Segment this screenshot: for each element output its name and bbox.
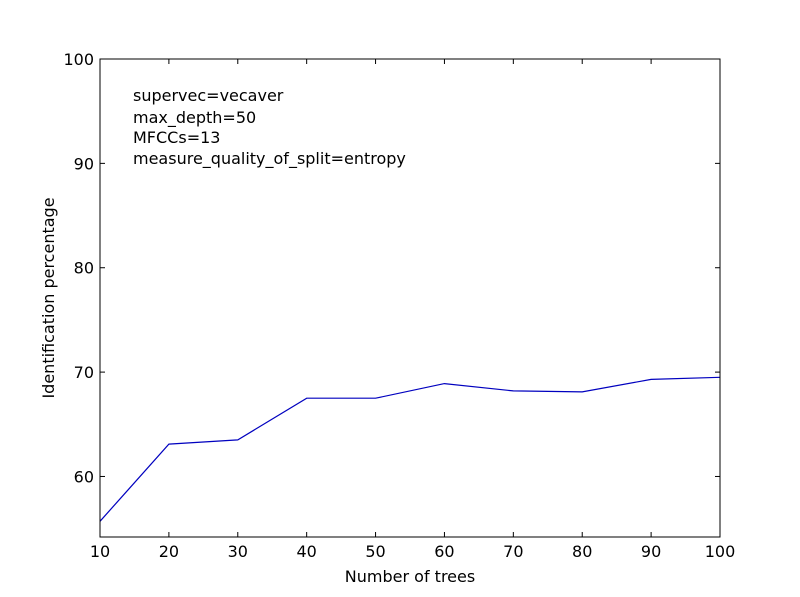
y-tick-labels: 60 70 80 90 100	[63, 50, 94, 486]
annotation-max-depth: max_depth=50	[133, 108, 256, 128]
x-tick-labels: 10 20 30 40 50 60 70 80 90 100	[90, 542, 735, 561]
series-line	[99, 376, 721, 522]
x-tick-label: 30	[228, 542, 248, 561]
x-tick-label: 80	[572, 542, 592, 561]
x-tick-label: 40	[296, 542, 316, 561]
annotation-block: supervec=vecaver max_depth=50 MFCCs=13 m…	[133, 86, 406, 169]
series-layer	[99, 376, 721, 522]
x-tick-label: 20	[159, 542, 179, 561]
x-tick-label: 70	[503, 542, 523, 561]
x-axis-title: Number of trees	[345, 567, 475, 586]
y-tick-label: 70	[74, 363, 94, 382]
y-tick-label: 80	[74, 259, 94, 278]
y-tick-label: 90	[74, 154, 94, 173]
x-tick-label: 10	[90, 542, 110, 561]
y-tick-label: 100	[63, 50, 94, 69]
y-axis-title: Identification percentage	[39, 197, 58, 398]
annotation-split-quality: measure_quality_of_split=entropy	[133, 149, 406, 169]
x-tick-label: 50	[365, 542, 385, 561]
plot-area-frame	[99, 58, 721, 538]
annotation-mfccs: MFCCs=13	[133, 128, 220, 147]
y-tick-label: 60	[74, 467, 94, 486]
annotation-supervec: supervec=vecaver	[133, 86, 284, 105]
x-tick-label: 100	[705, 542, 736, 561]
x-tick-label: 60	[434, 542, 454, 561]
x-tick-label: 90	[641, 542, 661, 561]
